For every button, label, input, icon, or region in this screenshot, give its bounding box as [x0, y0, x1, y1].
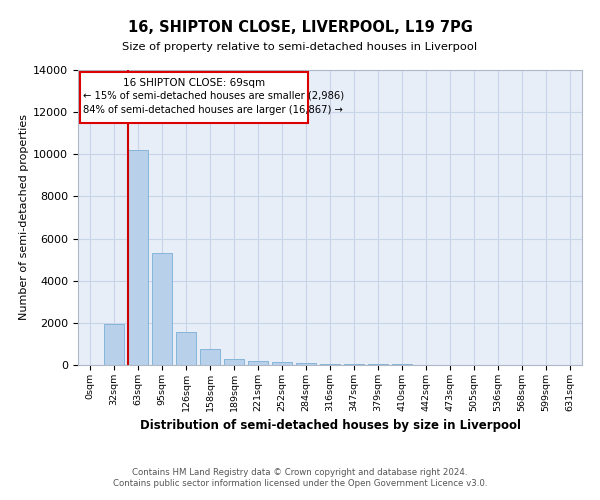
Bar	[368, 364, 388, 365]
Text: 16, SHIPTON CLOSE, LIVERPOOL, L19 7PG: 16, SHIPTON CLOSE, LIVERPOOL, L19 7PG	[128, 20, 472, 35]
Bar	[176, 332, 196, 365]
Bar	[152, 254, 172, 365]
Bar	[272, 362, 292, 365]
Text: ← 15% of semi-detached houses are smaller (2,986): ← 15% of semi-detached houses are smalle…	[83, 90, 344, 101]
Text: 84% of semi-detached houses are larger (16,867) →: 84% of semi-detached houses are larger (…	[83, 105, 343, 115]
Text: 16 SHIPTON CLOSE: 69sqm: 16 SHIPTON CLOSE: 69sqm	[123, 78, 265, 88]
Text: Contains HM Land Registry data © Crown copyright and database right 2024.
Contai: Contains HM Land Registry data © Crown c…	[113, 468, 487, 487]
Text: Size of property relative to semi-detached houses in Liverpool: Size of property relative to semi-detach…	[122, 42, 478, 52]
Bar	[344, 364, 364, 365]
Bar	[296, 363, 316, 365]
Y-axis label: Number of semi-detached properties: Number of semi-detached properties	[19, 114, 29, 320]
Bar	[248, 362, 268, 365]
X-axis label: Distribution of semi-detached houses by size in Liverpool: Distribution of semi-detached houses by …	[139, 420, 521, 432]
Bar	[128, 150, 148, 365]
Bar	[200, 349, 220, 365]
Bar	[392, 364, 412, 365]
FancyBboxPatch shape	[80, 72, 308, 122]
Bar	[224, 359, 244, 365]
Bar	[104, 324, 124, 365]
Bar	[320, 364, 340, 365]
